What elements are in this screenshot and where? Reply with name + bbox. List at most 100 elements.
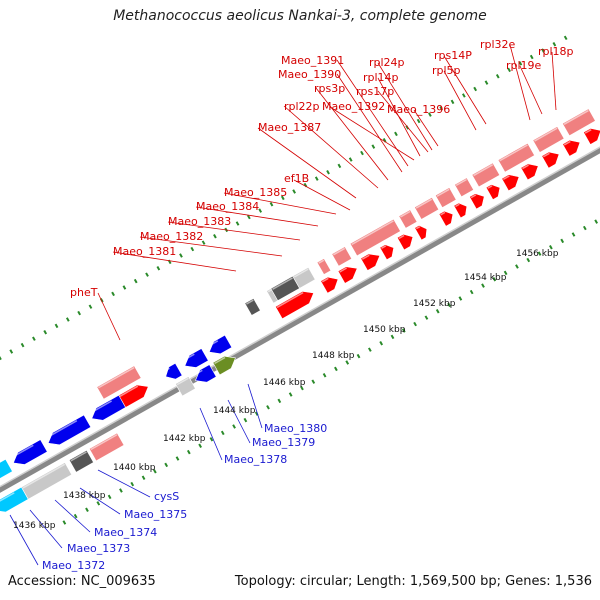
outer-tick [552,41,557,47]
inner-tick [243,417,248,423]
pseudo-gene-box-shine [176,377,189,386]
outer-tick [360,150,364,156]
inner-tick [266,405,270,410]
reverse-gene-box [91,394,127,421]
outer-tick [0,355,2,361]
kbp-tick-label: 1438 kbp [63,491,106,501]
backbone-line [0,147,600,493]
inner-tick [549,245,553,250]
inner-tick [345,360,350,365]
kbp-tick-label: 1456 kbp [516,249,559,259]
leader-line-bottom [54,499,91,533]
leader-line-top [336,73,403,173]
leader-line-top [223,192,337,215]
inner-tick [277,398,282,404]
leader-line-top [413,109,439,147]
inner-tick [119,488,123,493]
forward-gene-box-light-shine [333,247,346,256]
forward-gene-box-light [414,196,440,220]
inner-tick [209,437,214,442]
reverse-gene-box-shine [45,420,78,439]
outer-tick [507,67,511,73]
kbp-tick-label: 1452 kbp [413,299,456,309]
outer-tick [382,138,387,143]
inner-tick [481,283,485,288]
forward-gene-box-light-shine [351,220,394,246]
leader-line-top [377,90,429,153]
outer-tick-row [0,35,568,361]
reverse-gene-box [165,362,183,380]
forward-gene-box [320,276,339,294]
reverse-gene-box [184,348,209,368]
inner-tick [390,334,395,340]
forward-gene-box [485,184,501,201]
inner-tick [107,494,112,500]
inner-tick [469,289,474,295]
inner-tick [254,411,259,416]
forward-gene-box [541,151,560,169]
forward-gene-box [438,210,454,227]
outer-tick [156,266,161,271]
forward-gene-box-shine [563,140,571,146]
forward-gene-box [396,233,414,251]
gene-label-rpl32e: rpl32e [480,38,516,51]
leader-line-top [519,65,543,115]
gene-label-cysS: cysS [154,490,179,503]
gene-label-rpl22p: rpl22p [284,100,320,113]
inner-tick [232,424,236,429]
inner-tick [164,462,169,468]
outer-tick [269,202,274,207]
gene-label-Maeo_1379: Maeo_1379 [252,436,315,449]
outer-tick [439,106,444,111]
leader-line-top [97,292,121,341]
leader-line-top [139,236,283,257]
gene-label-Maeo_1374: Maeo_1374 [94,526,157,539]
gene-label-Maeo_1384: Maeo_1384 [196,200,259,213]
inner-tick [175,456,180,461]
inner-tick [379,341,384,346]
genome-backbone [0,146,600,493]
forward-gene-box-shine [415,226,421,230]
forward-gene-box-shine [361,254,370,260]
inner-tick [288,392,293,397]
outer-tick [213,234,217,239]
forward-gene-box-shine [502,175,510,181]
outer-tick [394,131,398,137]
outer-tick [461,93,466,98]
forward-gene-box-shine [440,211,446,216]
bottom-gene-labels: Maeo_1372 Maeo_1373 Maeo_1374 Maeo_1375 cysS… [42,422,327,572]
reverse-gene-box-shine [0,492,15,502]
forward-gene-box-light [434,187,457,209]
inner-tick [85,507,89,512]
outer-tick [326,170,330,175]
forward-gene-box-light [398,209,418,229]
forward-gene-box [469,193,485,210]
kbp-tick-label: 1454 kbp [464,273,507,283]
gene-label-rps17p: rps17p [356,85,394,98]
outer-tick [450,99,455,105]
outer-tick [495,74,500,79]
kbp-tick-label: 1448 kbp [312,351,355,361]
outer-tick [179,253,183,258]
reverse-gene-box-shine [163,367,170,373]
outer-tick [314,176,319,181]
outer-tick [473,86,478,92]
pseudo-gene-box-dark [68,449,94,473]
forward-gene-box-light-shine [318,259,325,264]
backbone-highlight [0,146,600,488]
outer-tick [563,35,568,41]
reverse-gene-box [0,458,13,479]
forward-gene-box-shine [542,152,550,158]
outer-tick [280,195,285,201]
leader-line-top [377,62,433,151]
reverse-gene-box [208,334,233,355]
kbp-tick-labels: 1436 kbp 1438 kbp 1440 kbp 1442 kbp 1444 kbp… [13,249,559,531]
leader-line-top [112,251,237,272]
forward-gene-box-light [96,365,142,400]
kbp-tick-label: 1436 kbp [13,521,56,531]
inner-tick [356,353,361,359]
leader-line-bottom [79,487,121,515]
gene-label-Maeo_1392: Maeo_1392 [322,100,385,113]
gene-label-rps14P: rps14P [434,49,472,62]
inner-tick [571,232,576,237]
